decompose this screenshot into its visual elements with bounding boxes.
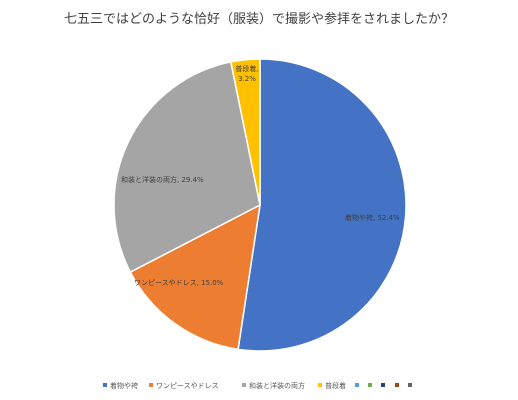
legend-extra-marker-1: [368, 383, 372, 387]
pie-slice-2: [113, 61, 261, 274]
chart-title: 七五三ではどのような恰好（服装）で撮影や参拝をされましたか？: [63, 12, 454, 27]
pie-slice-3: [229, 58, 261, 206]
legend-marker-1: [149, 383, 153, 387]
slice-label-3: 普段着, 3.2%: [235, 64, 258, 83]
legend-label-2: 和装と洋装の両方: [249, 381, 305, 390]
legend-label-0: 着物や袴: [110, 381, 138, 390]
legend-extra-marker-3: [395, 383, 399, 387]
pie-slice-0: [237, 58, 407, 352]
legend-extra-marker-4: [408, 383, 412, 387]
legend-marker-0: [103, 383, 107, 387]
slice-label-2: 和装と洋装の両方, 29.4%: [121, 175, 204, 184]
pie-slices: [113, 58, 407, 352]
legend-label-3: 普段着: [325, 381, 346, 390]
pie-slice-1: [129, 203, 261, 351]
legend-marker-3: [318, 383, 322, 387]
legend-marker-2: [242, 383, 246, 387]
legend-label-1: ワンピースやドレス: [156, 382, 219, 390]
slice-labels: 着物や袴, 52.4% ワンピースやドレス, 15.0% 和装と洋装の両方, 29.…: [121, 64, 400, 287]
legend-extra-marker-2: [381, 383, 385, 387]
slice-label-1: ワンピースやドレス, 15.0%: [134, 279, 224, 287]
legend: 着物や袴 ワンピースやドレス 和装と洋装の両方 普段着: [103, 381, 412, 390]
legend-extra-marker-0: [355, 383, 359, 387]
slice-label-0: 着物や袴, 52.4%: [345, 213, 400, 222]
